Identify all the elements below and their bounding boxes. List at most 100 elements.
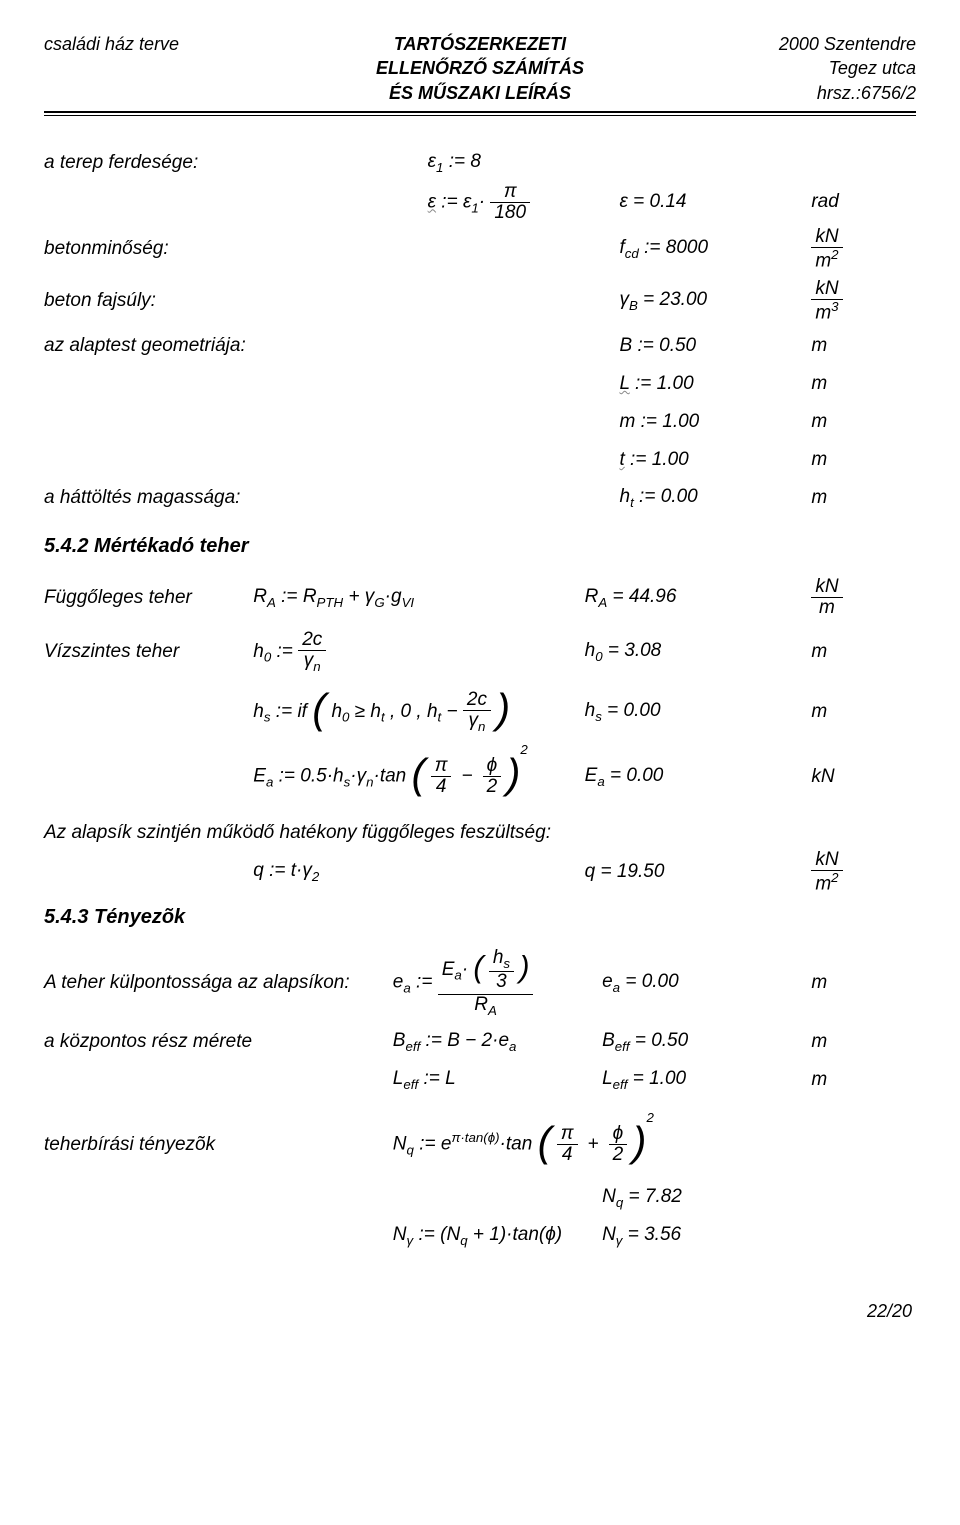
Leff-sym: L [393, 1068, 404, 1089]
label-hattoltes: a háttöltés magassága: [44, 487, 428, 509]
hs-den: γ [468, 710, 478, 731]
RA-res-sym: R [585, 586, 599, 607]
Ea-rhs1: 0.5·h [300, 766, 343, 787]
hs-res-sym: h [585, 700, 596, 721]
gammaB-sym: γ [620, 289, 630, 310]
Ngamma-res-val: 3.56 [644, 1224, 681, 1245]
hs-t2: h [427, 701, 438, 722]
kn-m: kN m [811, 577, 916, 618]
row-betonminoseg: betonminőség: fcd := 8000 kN m2 [44, 223, 916, 275]
header-center-l3: ÉS MŰSZAKI LEÍRÁS [389, 83, 571, 103]
L-sym: L [620, 373, 630, 394]
Ea-2: 2 [483, 777, 502, 797]
unit-m-4: m [811, 449, 916, 471]
RA-g2sub: VI [402, 595, 415, 610]
hs-def: hs := if ( h0 ≥ ht , 0 , ht − 2c γn ) [253, 690, 584, 734]
row-eps-conv: ε := ε1· π 180 ε = 0.14 rad [44, 182, 916, 223]
Ea-sym: E [253, 766, 266, 787]
ht-sym: h [620, 486, 631, 507]
RA-sym: R [253, 586, 267, 607]
Ngamma-rhs1-sub: q [460, 1233, 467, 1248]
hs-t2s: t [438, 710, 442, 725]
Nq-sub: q [407, 1143, 414, 1158]
ea2-sym: e [393, 972, 404, 993]
kn-m2-den: m [815, 250, 831, 271]
ea2-E: E [442, 959, 455, 980]
hs-res-sub: s [595, 709, 602, 724]
eps1-def: ε1 := 8 [428, 151, 620, 175]
L-def: L := 1.00 [620, 373, 812, 395]
eps-res: ε = 0.14 [620, 191, 812, 213]
header-center-l2: ELLENŐRZŐ SZÁMÍTÁS [376, 58, 584, 78]
kn-m-den: m [811, 598, 842, 618]
Ea-pi: π [431, 756, 452, 777]
Beff-res-val: 0.50 [651, 1030, 688, 1051]
RA-plusg: + γ [348, 586, 374, 607]
ea2-Rs: A [488, 1003, 497, 1018]
Leff-sub: eff [403, 1077, 418, 1092]
eps1-val: 8 [470, 151, 481, 172]
header-center: TARTÓSZERKEZETI ELLENŐRZŐ SZÁMÍTÁS ÉS MŰ… [306, 32, 655, 105]
header-rule [44, 115, 916, 116]
hs-c1rs: t [381, 710, 385, 725]
kn-m3-exp: 3 [831, 299, 838, 314]
eps-unit: rad [811, 191, 916, 213]
Ngamma-sub: γ [407, 1233, 414, 1248]
Nq-res-val: 7.82 [645, 1186, 682, 1207]
h0-sym: h [253, 641, 264, 662]
Ea-minus: − [462, 766, 473, 787]
header-right-l2: Tegez utca [829, 58, 916, 78]
kn-m2-num: kN [811, 227, 842, 248]
header-right-l1: 2000 Szentendre [779, 34, 916, 54]
header-right: 2000 Szentendre Tegez utca hrsz.:6756/2 [654, 32, 916, 105]
Beff-res-sym: B [602, 1030, 615, 1051]
RA-rhs1-sub: PTH [317, 595, 344, 610]
ea2-hs: h [493, 947, 504, 968]
Nq-res-sym: N [602, 1186, 616, 1207]
fcd-def: fcd := 8000 [620, 237, 812, 261]
Ea-sub: a [266, 775, 273, 790]
L-val: 1.00 [657, 373, 694, 394]
Beff-sub: eff [405, 1039, 420, 1054]
hs-if: if [297, 701, 307, 722]
eps-conv-lhs: ε [428, 191, 436, 212]
alapsik-text: Az alapsík szintjén működő hatékony függ… [44, 822, 916, 844]
Leff-res-val: 1.00 [649, 1068, 686, 1089]
row-fajsuly: beton fajsúly: γB = 23.00 kN m3 [44, 275, 916, 327]
Nq-exp2: 2 [646, 1110, 653, 1125]
ea2-res-val: 0.00 [642, 971, 679, 992]
Ngamma-res-sym: N [602, 1224, 616, 1245]
hs-sub: s [264, 710, 271, 725]
label-fuggoleges: Függőleges teher [44, 587, 253, 609]
ea2-def: ea := Ea· ( hs 3 ) RA [393, 948, 602, 1017]
Ngamma-res: Nγ = 3.56 [602, 1224, 811, 1248]
Nq-phi: ϕ [609, 1124, 628, 1145]
Beff-res-sub: eff [615, 1039, 630, 1054]
Leff-rhs: L [445, 1068, 456, 1089]
unit-m-5: m [811, 487, 916, 509]
page-number: 22/20 [44, 1301, 916, 1322]
Ea-def: Ea := 0.5·hs·γn·tan ( π4 − ϕ2 )2 [253, 756, 584, 797]
header-left: családi ház terve [44, 32, 306, 56]
Ngamma-rhs2: + 1)·tan(ϕ) [468, 1224, 563, 1245]
row-ea2: A teher külpontossága az alapsíkon: ea :… [44, 943, 916, 1023]
RA-res-val: 44.96 [629, 586, 677, 607]
row-geom-L: L := 1.00 m [44, 365, 916, 403]
ea2-res-sym: e [602, 971, 613, 992]
hs-sym: h [253, 701, 264, 722]
h0-res-sym: h [585, 640, 596, 661]
hs-num: 2c [463, 690, 491, 711]
hs-c1ls: 0 [342, 710, 349, 725]
pi-num: π [490, 182, 530, 203]
Nq-4: 4 [557, 1145, 578, 1165]
h0-num: 2c [298, 630, 326, 651]
label-geom: az alaptest geometriája: [44, 335, 428, 357]
RA-def: RA := RPTH + γG·gVI [253, 586, 584, 610]
row-Ngamma: Nγ := (Nq + 1)·tan(ϕ) Nγ = 3.56 [44, 1217, 916, 1255]
Beff-rhs: B − 2·e [447, 1030, 509, 1051]
pi-den: 180 [490, 203, 530, 223]
fcd-val: 8000 [666, 237, 708, 258]
Ea-res-sub: a [597, 774, 604, 789]
section-542: 5.4.2 Mértékadó teher [44, 535, 916, 558]
kn-m3-num: kN [811, 279, 842, 300]
